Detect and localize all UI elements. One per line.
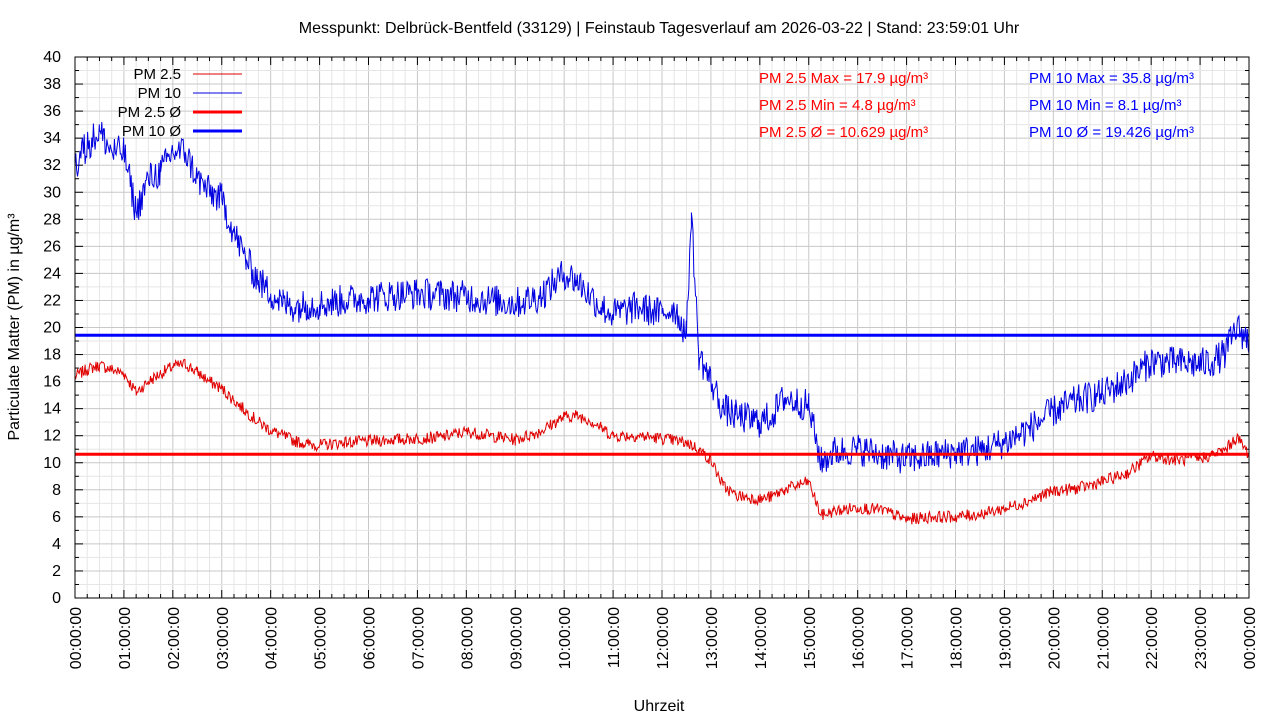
y-tick-label: 16 — [43, 374, 61, 391]
series-line-pm-10 — [74, 121, 1250, 474]
x-tick-label: 09:00:00 — [508, 607, 525, 669]
legend-label: PM 10 — [138, 85, 181, 102]
x-tick-label: 12:00:00 — [655, 607, 672, 669]
stat-pm10: PM 10 Ø = 19.426 µg/m³ — [1029, 124, 1194, 141]
x-tick-label: 10:00:00 — [557, 607, 574, 669]
x-tick-label: 19:00:00 — [997, 607, 1014, 669]
x-tick-label: 18:00:00 — [949, 607, 966, 669]
y-tick-label: 8 — [52, 482, 61, 499]
x-tick-label: 17:00:00 — [900, 607, 917, 669]
stat-pm25: PM 2.5 Ø = 10.629 µg/m³ — [759, 124, 928, 141]
legend-label: PM 2.5 Ø — [118, 104, 182, 121]
y-tick-label: 38 — [43, 76, 61, 93]
y-tick-label: 6 — [52, 509, 61, 526]
x-tick-label: 05:00:00 — [313, 607, 330, 669]
x-tick-label: 00:00:00 — [1242, 607, 1259, 669]
x-tick-label: 23:00:00 — [1193, 607, 1210, 669]
y-tick-label: 40 — [43, 49, 61, 66]
y-tick-label: 4 — [52, 536, 61, 553]
y-tick-label: 34 — [43, 130, 61, 147]
y-tick-label: 20 — [43, 320, 61, 337]
y-tick-label: 36 — [43, 103, 61, 120]
x-tick-label: 16:00:00 — [851, 607, 868, 669]
x-tick-label: 02:00:00 — [166, 607, 183, 669]
y-axis-label: Particulate Matter (PM) in µg/m³ — [6, 213, 23, 441]
x-tick-label: 00:00:00 — [68, 607, 85, 669]
x-tick-label: 13:00:00 — [704, 607, 721, 669]
x-tick-label: 08:00:00 — [459, 607, 476, 669]
y-tick-label: 10 — [43, 455, 61, 472]
stats-annotations: PM 2.5 Max = 17.9 µg/m³ PM 2.5 Min = 4.8 … — [759, 70, 1194, 141]
y-tick-label: 18 — [43, 347, 61, 364]
legend: PM 2.5 PM 10 PM 2.5 Ø PM 10 Ø — [118, 66, 242, 140]
legend-label: PM 2.5 — [133, 66, 181, 83]
y-tick-label: 0 — [52, 590, 61, 607]
stat-pm10: PM 10 Max = 35.8 µg/m³ — [1029, 70, 1194, 87]
x-tick-label: 01:00:00 — [117, 607, 134, 669]
y-tick-label: 30 — [43, 184, 61, 201]
axis-ticks: 024681012141618202224262830323436384000:… — [43, 49, 1259, 669]
x-tick-label: 14:00:00 — [753, 607, 770, 669]
series-group — [74, 121, 1250, 525]
stat-pm25: PM 2.5 Max = 17.9 µg/m³ — [759, 70, 928, 87]
x-tick-label: 22:00:00 — [1144, 607, 1161, 669]
plot-frame — [74, 56, 1250, 599]
y-tick-label: 12 — [43, 428, 61, 445]
x-tick-label: 11:00:00 — [606, 607, 623, 668]
x-tick-label: 20:00:00 — [1046, 607, 1063, 669]
y-tick-label: 2 — [52, 563, 61, 580]
x-tick-label: 04:00:00 — [264, 607, 281, 669]
y-tick-label: 28 — [43, 211, 61, 228]
x-tick-label: 03:00:00 — [215, 607, 232, 669]
x-tick-label: 07:00:00 — [410, 607, 427, 669]
x-tick-label: 06:00:00 — [362, 607, 379, 669]
y-tick-label: 14 — [43, 401, 61, 418]
y-tick-label: 26 — [43, 238, 61, 255]
stat-pm25: PM 2.5 Min = 4.8 µg/m³ — [759, 97, 916, 114]
x-tick-label: 21:00:00 — [1095, 607, 1112, 669]
x-tick-label: 15:00:00 — [802, 607, 819, 669]
series-line-pm-2-5 — [74, 358, 1250, 525]
legend-label: PM 10 Ø — [122, 123, 182, 140]
stat-pm10: PM 10 Min = 8.1 µg/m³ — [1029, 97, 1181, 114]
y-tick-label: 22 — [43, 292, 61, 309]
x-axis-label: Uhrzeit — [634, 698, 685, 715]
y-tick-label: 32 — [43, 157, 61, 174]
chart-title: Messpunkt: Delbrück-Bentfeld (33129) | F… — [299, 20, 1020, 37]
y-tick-label: 24 — [43, 265, 61, 282]
